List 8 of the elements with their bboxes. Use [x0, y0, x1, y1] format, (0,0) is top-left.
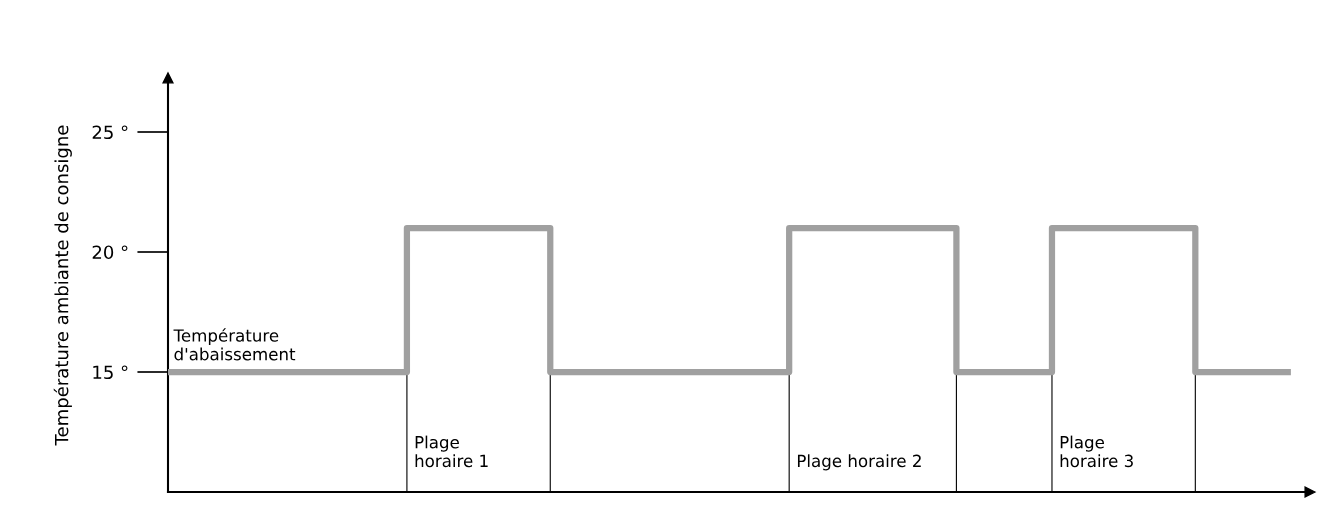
- y-tick-label: 20 °: [92, 245, 128, 260]
- y-axis-title: Température ambiante de consigne: [53, 125, 72, 446]
- y-tick-label: 15 °: [93, 365, 128, 380]
- annotation: Plage horaire 2: [797, 454, 921, 471]
- annotation: Température d'abaissement: [173, 328, 296, 361]
- annotation: Plage horaire 3: [1060, 435, 1133, 468]
- y-tick-label: 25 °: [92, 125, 128, 140]
- annotation: Plage horaire 1: [415, 435, 488, 468]
